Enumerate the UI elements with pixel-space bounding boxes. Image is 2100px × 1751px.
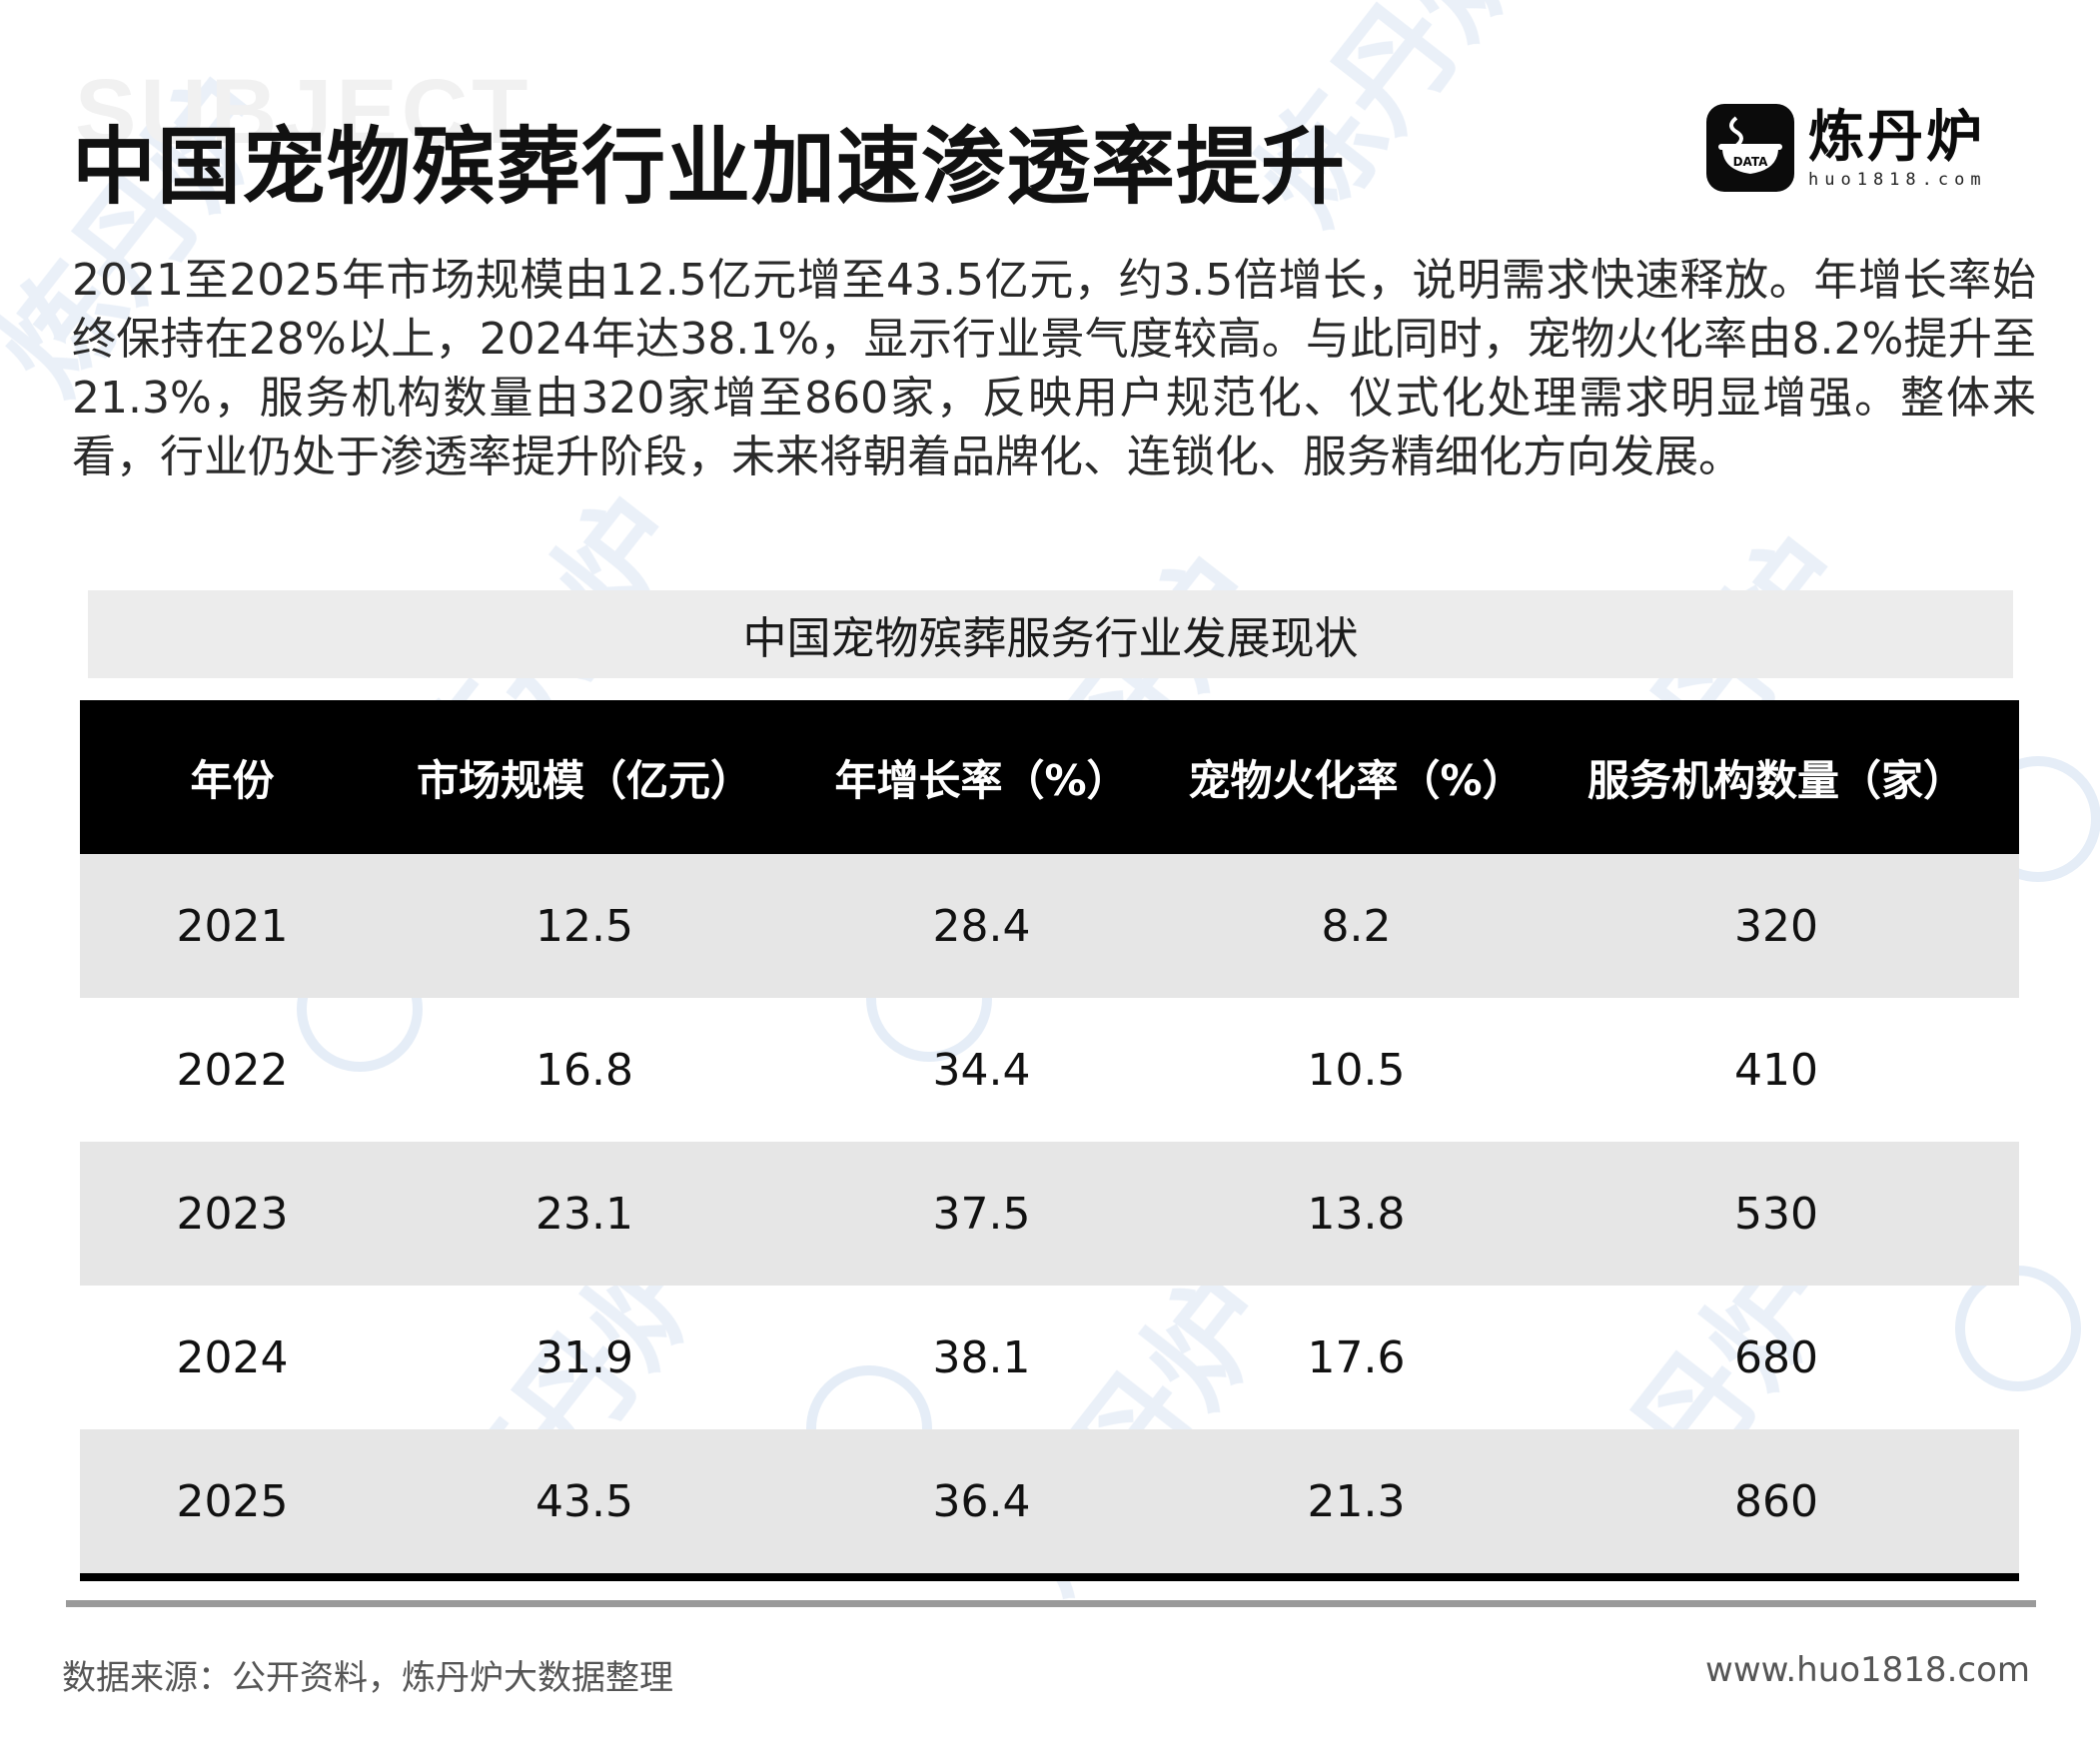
table-row: 2025 43.5 36.4 21.3 860 <box>80 1429 2019 1573</box>
header-market-size: 市场规模（亿元） <box>416 755 752 805</box>
cell-growth-rate: 34.4 <box>932 1044 1031 1096</box>
cell-year: 2022 <box>176 1044 289 1096</box>
table-row: 2024 31.9 38.1 17.6 680 <box>80 1286 2019 1429</box>
brand-logo[interactable]: DATA 炼丹炉 huo1818.com <box>1706 103 1987 193</box>
table-row: 2021 12.5 28.4 8.2 320 <box>80 854 2019 998</box>
page-title: 中国宠物殡葬行业加速渗透率提升 <box>72 118 1347 216</box>
cell-cremation-rate: 21.3 <box>1307 1475 1406 1527</box>
cell-year: 2023 <box>176 1188 289 1240</box>
cell-institution-count: 860 <box>1734 1475 1818 1527</box>
cell-institution-count: 320 <box>1734 900 1818 952</box>
header-cremation-rate: 宠物火化率（%） <box>1188 755 1525 805</box>
cell-institution-count: 530 <box>1734 1188 1818 1240</box>
table-bottom-border <box>80 1573 2019 1581</box>
logo-badge-text: DATA <box>1733 155 1769 169</box>
cell-year: 2021 <box>176 900 289 952</box>
header-growth-rate: 年增长率（%） <box>834 755 1129 805</box>
industry-table: 年份 市场规模（亿元） 年增长率（%） 宠物火化率（%） 服务机构数量（家） 2… <box>80 700 2019 1581</box>
cell-market-size: 12.5 <box>535 900 633 952</box>
cell-growth-rate: 38.1 <box>932 1331 1031 1383</box>
cell-growth-rate: 28.4 <box>932 900 1031 952</box>
data-source-note: 数据来源：公开资料，炼丹炉大数据整理 <box>62 1658 673 1698</box>
cell-market-size: 23.1 <box>535 1188 633 1240</box>
header-institution-count: 服务机构数量（家） <box>1586 755 1965 805</box>
cell-cremation-rate: 13.8 <box>1307 1188 1406 1240</box>
table-caption: 中国宠物殡葬服务行业发展现状 <box>88 590 2013 678</box>
cell-growth-rate: 36.4 <box>932 1475 1031 1527</box>
cell-institution-count: 410 <box>1734 1044 1818 1096</box>
cell-institution-count: 680 <box>1734 1331 1818 1383</box>
table-row: 2022 16.8 34.4 10.5 410 <box>80 998 2019 1142</box>
cell-market-size: 43.5 <box>535 1475 633 1527</box>
header-year: 年份 <box>190 755 275 805</box>
cell-cremation-rate: 8.2 <box>1321 900 1392 952</box>
cauldron-icon: DATA <box>1706 104 1794 192</box>
footer-divider <box>66 1600 2036 1607</box>
logo-name: 炼丹炉 <box>1808 105 1985 170</box>
table-header-row: 年份 市场规模（亿元） 年增长率（%） 宠物火化率（%） 服务机构数量（家） <box>80 700 2019 854</box>
logo-url: huo1818.com <box>1808 170 1987 190</box>
cell-market-size: 16.8 <box>535 1044 633 1096</box>
cell-cremation-rate: 10.5 <box>1307 1044 1406 1096</box>
website-link[interactable]: www.huo1818.com <box>1705 1650 2030 1690</box>
table-row: 2023 23.1 37.5 13.8 530 <box>80 1142 2019 1286</box>
cell-year: 2024 <box>176 1331 289 1383</box>
summary-paragraph: 2021至2025年市场规模由12.5亿元增至43.5亿元，约3.5倍增长，说明… <box>72 255 2036 482</box>
cell-market-size: 31.9 <box>535 1331 633 1383</box>
cell-cremation-rate: 17.6 <box>1307 1331 1406 1383</box>
cell-year: 2025 <box>176 1475 289 1527</box>
cell-growth-rate: 37.5 <box>932 1188 1031 1240</box>
ghost-subject-word: SUBJECT <box>75 61 532 163</box>
